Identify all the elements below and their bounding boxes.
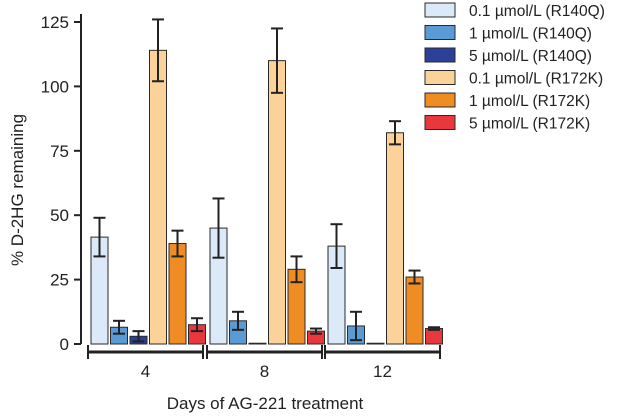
bar — [168, 243, 187, 345]
legend-label: 0.1 µmol/L (R172K) — [469, 71, 603, 88]
axes: 0 25 50 75 100 125 4 8 12 — [41, 13, 441, 381]
y-tick-label: 100 — [41, 77, 69, 96]
bar — [366, 342, 385, 345]
bars — [90, 18, 443, 345]
legend-label: 0.1 µmol/L (R140Q) — [469, 3, 605, 20]
legend-swatch — [424, 115, 456, 130]
legend-label: 1 µmol/L (R140Q) — [469, 26, 592, 43]
bar — [386, 132, 404, 345]
legend-swatch — [424, 92, 456, 108]
legend-swatch — [424, 70, 456, 85]
y-tick-label: 25 — [50, 271, 69, 290]
x-tick-label: 4 — [141, 362, 150, 381]
bar — [149, 49, 167, 345]
legend-swatch — [424, 25, 456, 40]
bar — [425, 328, 443, 345]
y-tick-label: 0 — [60, 335, 69, 354]
bar — [248, 342, 267, 345]
y-axis-title: % D-2HG remaining — [8, 114, 27, 266]
x-tick-label: 8 — [260, 362, 269, 381]
x-axis-title: Days of AG-221 treatment — [167, 394, 364, 413]
x-tick-label: 12 — [373, 362, 392, 381]
y-tick-label: 50 — [50, 206, 69, 225]
legend-label: 5 µmol/L (R140Q) — [469, 48, 592, 65]
bar — [405, 276, 424, 345]
y-tick-label: 125 — [41, 13, 69, 32]
legend: 0.1 µmol/L (R140Q) 1 µmol/L (R140Q) 5 µmol… — [424, 2, 605, 133]
legend-swatch — [424, 2, 456, 18]
legend-swatch — [424, 47, 456, 63]
legend-label: 5 µmol/L (R172K) — [469, 116, 590, 133]
bar — [268, 60, 286, 345]
legend-label: 1 µmol/L (R172K) — [469, 93, 590, 110]
y-tick-label: 75 — [50, 142, 69, 161]
